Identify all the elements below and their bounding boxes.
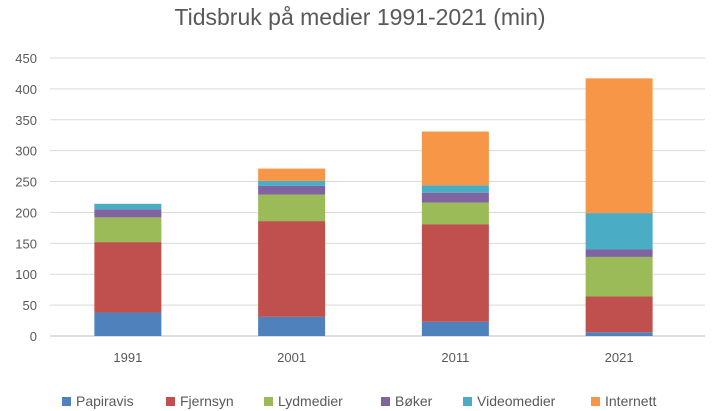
x-tick-label: 2011 [441,350,469,365]
bar-segment [585,256,653,297]
bar-segment [258,194,326,222]
y-tick-label: 100 [15,267,37,282]
bar-segment [421,185,489,193]
bar-segment [421,131,489,186]
bar-segment [258,185,326,195]
bar-segment [94,217,162,243]
legend-swatch [264,397,273,406]
bar-segment [421,192,489,203]
legend-label: Lydmedier [278,393,343,409]
bar-segment [585,249,653,257]
bar-segment [94,203,162,210]
bar-segment [585,296,653,333]
bar-segment [585,332,653,336]
bar-segment [585,78,653,214]
legend-swatch [591,397,600,406]
y-tick-label: 250 [15,175,37,190]
x-tick-label: 1991 [113,350,142,365]
legend-label: Internett [605,393,656,409]
bar-segment [421,224,489,322]
chart-title: Tidsbruk på medier 1991-2021 (min) [174,4,546,30]
x-tick-label: 2021 [605,350,634,365]
bar-segment [258,168,326,181]
bar-segment [421,321,489,336]
y-tick-label: 350 [15,113,37,128]
y-tick-label: 300 [15,144,37,159]
legend-label: Fjernsyn [180,393,234,409]
y-tick-label: 450 [15,51,37,66]
legend-swatch [463,397,472,406]
y-tick-label: 0 [30,329,37,344]
bar-segment [94,242,162,313]
bar-segment [94,209,162,218]
y-tick-label: 150 [15,236,37,251]
bar-segment [585,213,653,250]
legend-label: Papiravis [76,393,134,409]
y-tick-label: 50 [23,298,37,313]
bar-segment [421,202,489,225]
y-tick-label: 200 [15,205,37,220]
bar-segment [258,180,326,186]
legend-swatch [62,397,71,406]
x-tick-label: 2001 [277,350,306,365]
legend-swatch [166,397,175,406]
legend-swatch [381,397,390,406]
legend-label: Bøker [395,393,433,409]
bar-segment [258,221,326,317]
bar-segment [258,316,326,336]
legend-label: Videomedier [477,393,556,409]
bar-segment [94,312,162,336]
y-tick-label: 400 [15,82,37,97]
